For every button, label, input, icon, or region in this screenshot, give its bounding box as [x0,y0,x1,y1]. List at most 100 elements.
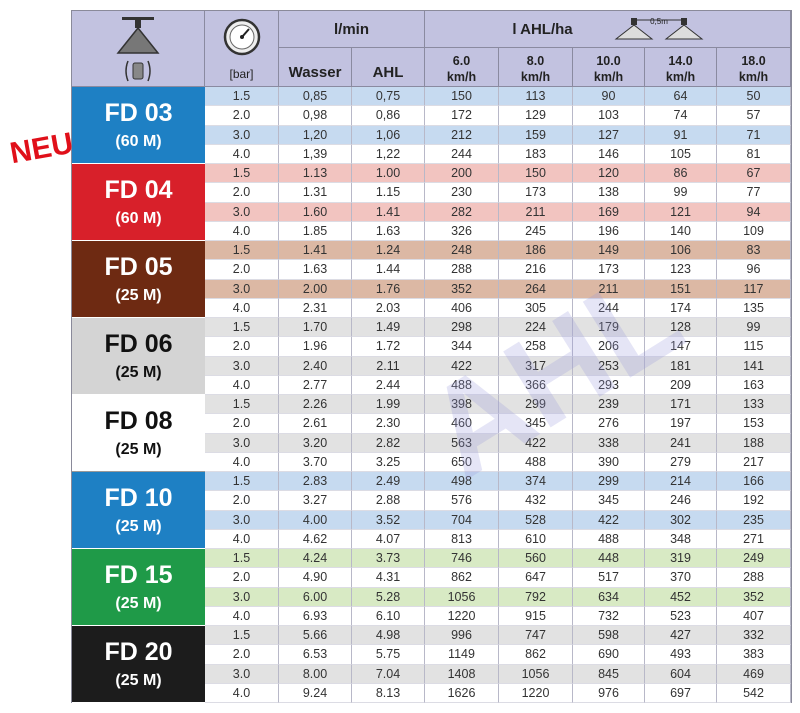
nozzle-name: FD 05 [104,253,173,281]
table-cell: 1149 [425,645,499,665]
table-cell: 996 [425,626,499,646]
nozzle-spacing-icon: 0,5m [614,17,704,40]
table-cell: 217 [717,452,791,472]
table-cell: 0,85 [279,87,352,107]
table-cell: 1.5 [205,241,279,261]
table-cell: 253 [573,356,645,376]
nozzle-size: (25 M) [115,364,162,381]
table-cell: 249 [717,549,791,569]
header-water: Wasser [279,48,352,87]
table-cell: 2.03 [352,298,425,318]
header-speed-0: 6.0 km/h [425,48,499,87]
table-cell: 746 [425,549,499,569]
table-cell: 113 [499,87,573,107]
table-cell: 246 [645,491,717,511]
nozzle-flow-table: [bar] l/min Wasser AHL l AHL/ha 0,5m 6.0… [71,10,792,703]
table-cell: 6.93 [279,606,352,626]
table-cell: 211 [499,202,573,222]
table-cell: 352 [717,587,791,607]
nozzle-name: FD 03 [104,99,173,127]
table-cell: 1.41 [352,202,425,222]
table-cell: 1.13 [279,164,352,184]
header-pressure-cell: [bar] [205,11,279,87]
header-nozzle-icon-cell [72,11,205,87]
table-cell: 332 [717,626,791,646]
table-cell: 1.5 [205,87,279,107]
table-cell: 81 [717,144,791,164]
table-cell: 1.70 [279,318,352,338]
table-cell: 406 [425,298,499,318]
table-cell: 976 [573,683,645,703]
table-cell: 3.0 [205,279,279,299]
table-cell: 86 [645,164,717,184]
table-cell: 1.72 [352,337,425,357]
table-cell: 264 [499,279,573,299]
table-cell: 169 [573,202,645,222]
table-cell: 2.00 [279,279,352,299]
table-cell: 149 [573,241,645,261]
table-cell: 123 [645,260,717,280]
table-cell: 344 [425,337,499,357]
nozzle-label-7: FD 20 (25 M) [72,626,205,703]
table-cell: 469 [717,664,791,684]
table-cell: 183 [499,144,573,164]
table-cell: 1.99 [352,395,425,415]
table-cell: 2.61 [279,414,352,434]
table-cell: 121 [645,202,717,222]
table-cell: 305 [499,298,573,318]
table-cell: 147 [645,337,717,357]
table-cell: 282 [425,202,499,222]
table-cell: 0,98 [279,106,352,126]
spacing-label: 0,5m [650,17,668,26]
table-cell: 2.0 [205,414,279,434]
table-cell: 422 [499,433,573,453]
table-cell: 366 [499,375,573,395]
table-cell: 5.75 [352,645,425,665]
nozzle-size: (60 M) [115,133,162,150]
table-cell: 57 [717,106,791,126]
table-cell: 99 [717,318,791,338]
table-cell: 845 [573,664,645,684]
table-cell: 206 [573,337,645,357]
table-cell: 224 [499,318,573,338]
header-ahl: AHL [352,48,425,87]
table-cell: 94 [717,202,791,222]
table-cell: 862 [425,568,499,588]
table-cell: 348 [645,529,717,549]
table-cell: 3.73 [352,549,425,569]
table-cell: 1056 [425,587,499,607]
table-cell: 3.20 [279,433,352,453]
table-cell: 460 [425,414,499,434]
table-cell: 163 [717,375,791,395]
table-cell: 230 [425,183,499,203]
table-cell: 517 [573,568,645,588]
lha-label: l AHL/ha [512,21,573,38]
table-cell: 239 [573,395,645,415]
table-cell: 319 [645,549,717,569]
table-cell: 2.0 [205,568,279,588]
table-cell: 106 [645,241,717,261]
table-cell: 91 [645,125,717,145]
table-cell: 96 [717,260,791,280]
header-speed-1: 8.0 km/h [499,48,573,87]
table-cell: 174 [645,298,717,318]
nozzle-name: FD 10 [104,484,173,512]
table-cell: 64 [645,87,717,107]
table-cell: 383 [717,645,791,665]
table-cell: 4.0 [205,452,279,472]
table-cell: 2.0 [205,260,279,280]
lmin-label: l/min [333,21,369,38]
table-cell: 4.07 [352,529,425,549]
table-cell: 1.44 [352,260,425,280]
table-cell: 3.25 [352,452,425,472]
table-cell: 1.96 [279,337,352,357]
table-cell: 288 [425,260,499,280]
table-cell: 1.15 [352,183,425,203]
table-cell: 427 [645,626,717,646]
nozzle-label-2: FD 05 (25 M) [72,241,205,318]
table-cell: 422 [573,510,645,530]
table-cell: 1,22 [352,144,425,164]
table-cell: 1.63 [279,260,352,280]
table-cell: 67 [717,164,791,184]
table-cell: 915 [499,606,573,626]
